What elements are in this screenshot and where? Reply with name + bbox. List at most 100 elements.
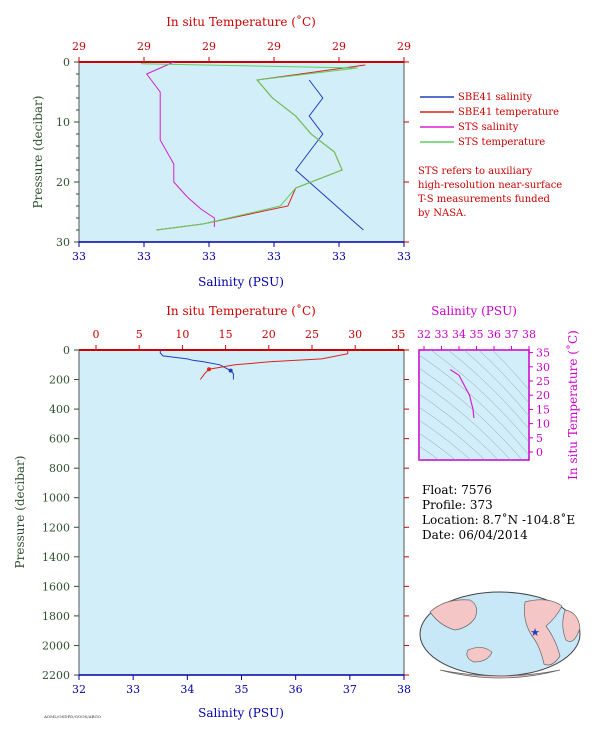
- top-sal-tick-label: 33: [202, 250, 216, 263]
- legend-item-sbe41-temperature: SBE41 temperature: [420, 107, 559, 118]
- inset-temp-tick-label: 10: [536, 418, 550, 431]
- footer-credit: AOML/OSDPD/GOOS/ARGO: [43, 714, 102, 719]
- inset-density-contour: [419, 432, 456, 460]
- inset-plot-area: [418, 349, 530, 461]
- top-plot-area: [78, 61, 405, 243]
- location: Location: 8.7˚N -104.8˚E: [422, 512, 575, 527]
- top-sal-tick-label: 33: [332, 250, 346, 263]
- top-pressure-tick-label: 10: [56, 116, 70, 129]
- map-land-asia: [429, 599, 477, 631]
- inset-density-contour: [419, 380, 511, 460]
- inset-density-contour: [463, 350, 529, 417]
- bottom-sal-tick-label: 38: [397, 683, 411, 696]
- top-series-sts-temperature: [140, 63, 358, 231]
- map-land-africa-europe: [562, 609, 581, 642]
- inset-density-contour: [478, 350, 529, 404]
- inset-temp-tick-label: 25: [536, 375, 550, 388]
- legend-label: STS temperature: [458, 137, 545, 148]
- bottom-pressure-tick-label: 1200: [42, 521, 70, 534]
- bottom-sal-tick-label: 32: [72, 683, 86, 696]
- bottom-pressure-tick-label: 2200: [42, 669, 70, 682]
- inset-density-contour: [419, 367, 523, 460]
- top-temp-tick-label: 29: [137, 40, 151, 53]
- legend-item-sts-salinity: STS salinity: [420, 122, 519, 133]
- top-series-sts-salinity: [145, 61, 215, 227]
- inset-temp-tick-label: 5: [536, 432, 543, 445]
- top-sal-tick-label: 33: [72, 250, 86, 263]
- float-id: Float: 7576: [422, 483, 492, 497]
- legend: SBE41 salinity SBE41 temperature STS sal…: [418, 92, 562, 219]
- legend-note-line-4: by NASA.: [418, 208, 466, 219]
- bottom-pressure-tick-label: 0: [63, 344, 70, 357]
- inset-ts-chart: Salinity (PSU) 32 33 34 35 36 37 38 0510152025…: [417, 304, 580, 480]
- inset-sal-tick-label: 33: [435, 328, 449, 341]
- bottom-chart: In situ Temperature (˚C) 0 5 10 15 20 25 30 35 …: [13, 303, 411, 720]
- inset-temp-tick-label: 35: [536, 347, 550, 360]
- bottom-temp-tick-label: 5: [136, 328, 143, 341]
- inset-temp-axis-title: In situ Temperature (˚C): [565, 330, 580, 480]
- bottom-series-lines: [159, 350, 349, 380]
- top-temp-tick-label: 29: [267, 40, 281, 53]
- bottom-series-marker: [228, 368, 233, 373]
- inset-ts-line: [449, 369, 475, 418]
- inset-density-contour: [419, 354, 529, 456]
- inset-temp-tick-label: 20: [536, 389, 550, 402]
- map-land-australia: [466, 647, 493, 663]
- bottom-series-marker: [207, 367, 211, 372]
- inset-density-contour: [419, 419, 472, 460]
- top-temp-axis-title: In situ Temperature (˚C): [166, 14, 316, 29]
- inset-temp-tick-label: 0: [536, 446, 543, 459]
- bottom-sal-tick-label: 33: [126, 683, 140, 696]
- top-series-sbe41-salinity: [295, 79, 364, 231]
- inset-density-contour: [419, 406, 486, 460]
- bottom-pressure-tick-label: 200: [49, 374, 70, 387]
- bottom-sal-tick-label: 34: [180, 683, 194, 696]
- legend-label: STS salinity: [458, 122, 519, 133]
- bottom-temp-tick-label: 25: [305, 328, 319, 341]
- float-info: Float: 7576 Profile: 373 Location: 8.7˚N…: [422, 483, 575, 542]
- top-temp-tick-labels: 29 29 29 29 29 29: [72, 40, 411, 62]
- top-pressure-tick-label: 0: [63, 56, 70, 69]
- legend-item-sts-temperature: STS temperature: [420, 137, 545, 148]
- legend-label: SBE41 salinity: [458, 92, 533, 103]
- bottom-temp-tick-labels: 0 5 10 15 20 25 30 35: [93, 328, 405, 350]
- map-land-antarctica: [439, 669, 561, 679]
- world-map: ★: [419, 591, 581, 679]
- bottom-pressure-axis-title: Pressure (decibar): [13, 456, 27, 569]
- bottom-sal-axis-title: Salinity (PSU): [198, 706, 284, 720]
- top-temp-tick-label: 29: [202, 40, 216, 53]
- inset-sal-tick-label: 36: [487, 328, 501, 341]
- float-location-marker-icon: ★: [530, 626, 540, 639]
- inset-temp-tick-label: 15: [536, 403, 550, 416]
- top-sal-tick-label: 33: [137, 250, 151, 263]
- inset-density-contour: [430, 350, 529, 443]
- legend-note-line-2: high-resolution near-surface: [418, 180, 562, 191]
- top-chart: In situ Temperature (˚C) 29 29 29 29 29 29 0 1…: [31, 14, 411, 289]
- bottom-temp-tick-label: 20: [262, 328, 276, 341]
- inset-density-contours: [419, 350, 529, 460]
- bottom-temp-tick-label: 30: [348, 328, 362, 341]
- profile-number: Profile: 373: [422, 498, 493, 512]
- inset-density-contour: [491, 350, 529, 391]
- bottom-series-sbe41-salinity: [159, 350, 234, 380]
- inset-sal-tick-label: 35: [470, 328, 484, 341]
- bottom-pressure-tick-label: 600: [49, 433, 70, 446]
- top-sal-tick-label: 33: [267, 250, 281, 263]
- bottom-pressure-tick-label: 1400: [42, 551, 70, 564]
- bottom-pressure-tick-label: 1800: [42, 610, 70, 623]
- date: Date: 06/04/2014: [422, 528, 528, 542]
- bottom-sal-tick-label: 36: [289, 683, 303, 696]
- bottom-pressure-tick-label: 1600: [42, 580, 70, 593]
- top-pressure-axis-title: Pressure (decibar): [31, 96, 45, 209]
- top-pressure-tick-label: 30: [56, 236, 70, 249]
- top-sal-axis-title: Salinity (PSU): [198, 275, 284, 289]
- bottom-plot-area: [78, 349, 405, 676]
- inset-sal-tick-label: 37: [505, 328, 519, 341]
- top-sal-tick-labels: 33 33 33 33 33 33: [72, 242, 411, 263]
- bottom-temp-tick-label: 0: [93, 328, 100, 341]
- bottom-pressure-tick-label: 800: [49, 462, 70, 475]
- bottom-pressure-tick-label: 2000: [42, 639, 70, 652]
- bottom-sal-tick-label: 37: [343, 683, 357, 696]
- inset-density-contour: [419, 445, 440, 460]
